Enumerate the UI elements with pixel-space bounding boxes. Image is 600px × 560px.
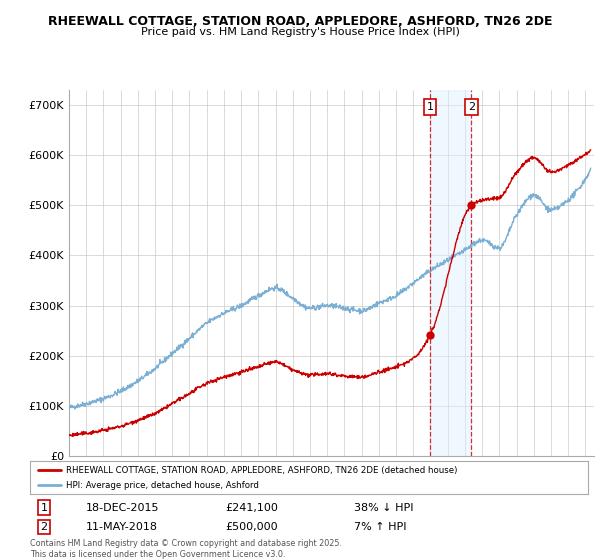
Text: £241,100: £241,100 [226, 503, 278, 513]
Text: 18-DEC-2015: 18-DEC-2015 [86, 503, 160, 513]
Text: 1: 1 [40, 503, 47, 513]
Text: 11-MAY-2018: 11-MAY-2018 [86, 522, 158, 532]
Text: RHEEWALL COTTAGE, STATION ROAD, APPLEDORE, ASHFORD, TN26 2DE (detached house): RHEEWALL COTTAGE, STATION ROAD, APPLEDOR… [66, 466, 458, 475]
Text: Price paid vs. HM Land Registry's House Price Index (HPI): Price paid vs. HM Land Registry's House … [140, 27, 460, 38]
Text: 2: 2 [40, 522, 47, 532]
Text: RHEEWALL COTTAGE, STATION ROAD, APPLEDORE, ASHFORD, TN26 2DE: RHEEWALL COTTAGE, STATION ROAD, APPLEDOR… [48, 15, 552, 28]
Text: 38% ↓ HPI: 38% ↓ HPI [353, 503, 413, 513]
Text: £500,000: £500,000 [226, 522, 278, 532]
Text: Contains HM Land Registry data © Crown copyright and database right 2025.
This d: Contains HM Land Registry data © Crown c… [30, 539, 342, 558]
Bar [430, 90, 471, 456]
Text: HPI: Average price, detached house, Ashford: HPI: Average price, detached house, Ashf… [66, 480, 259, 489]
Text: 7% ↑ HPI: 7% ↑ HPI [353, 522, 406, 532]
Text: 1: 1 [427, 102, 433, 112]
Text: 2: 2 [468, 102, 475, 112]
